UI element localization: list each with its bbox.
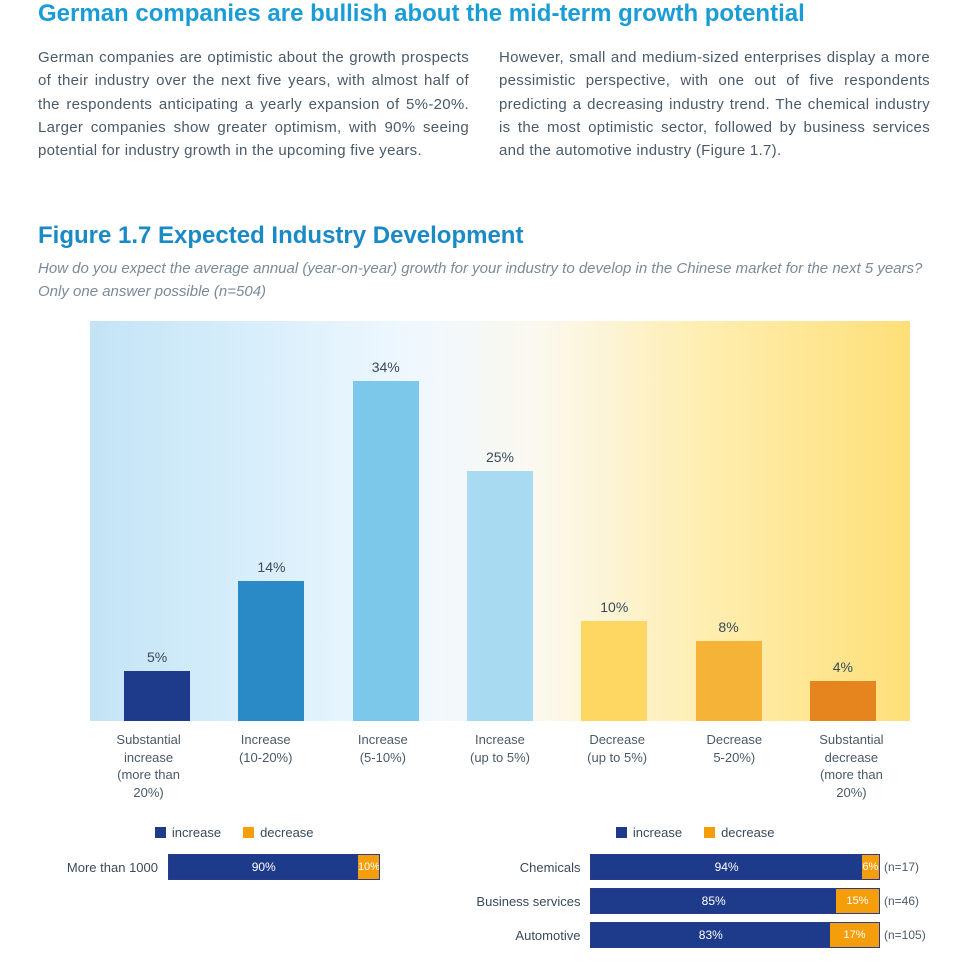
hrow: Chemicals94%6%(n=17) bbox=[460, 854, 930, 880]
x-label: Increase(5-10%) bbox=[324, 731, 441, 801]
sector-chart-rows: Chemicals94%6%(n=17) Business services85%… bbox=[460, 854, 930, 948]
bar bbox=[124, 671, 190, 721]
segment-increase: 85% bbox=[591, 889, 835, 913]
hrow-label: Chemicals bbox=[460, 860, 590, 875]
hrow-bar: 90%10% bbox=[168, 854, 380, 880]
sector-chart: increase decrease Chemicals94%6%(n=17) Bu… bbox=[460, 825, 930, 956]
size-chart: increase decrease More than 100090%10% bbox=[38, 825, 430, 956]
hrow-n: (n=46) bbox=[880, 894, 930, 908]
segment-increase: 83% bbox=[591, 923, 830, 947]
bar-substantial: 5% bbox=[100, 321, 214, 721]
legend-decrease-label: decrease bbox=[260, 825, 313, 840]
swatch-increase bbox=[616, 827, 627, 838]
bar bbox=[467, 471, 533, 721]
segment-decrease: 10% bbox=[358, 855, 379, 879]
x-label: Decrease(up to 5%) bbox=[559, 731, 676, 801]
section-title: German companies are bullish about the m… bbox=[38, 0, 930, 28]
sub-charts-row: increase decrease More than 100090%10% i… bbox=[38, 825, 930, 956]
sector-chart-legend: increase decrease bbox=[460, 825, 930, 840]
bar-value: 25% bbox=[486, 449, 514, 465]
hrow: Business services85%15%(n=46) bbox=[460, 888, 930, 914]
bar-increase: 14% bbox=[214, 321, 328, 721]
figure-caption: How do you expect the average annual (ye… bbox=[38, 258, 930, 303]
hrow-n: (n=105) bbox=[880, 928, 930, 942]
hrow: Automotive83%17%(n=105) bbox=[460, 922, 930, 948]
hrow-bar: 85%15% bbox=[590, 888, 880, 914]
bar-value: 14% bbox=[257, 559, 285, 575]
hrow-label: Business services bbox=[460, 894, 590, 909]
bar-value: 10% bbox=[600, 599, 628, 615]
legend-increase-label: increase bbox=[633, 825, 682, 840]
bar bbox=[696, 641, 762, 721]
body-col-1: German companies are optimistic about th… bbox=[38, 46, 469, 162]
x-label: Increase(up to 5%) bbox=[441, 731, 558, 801]
x-label: Substantialincrease(more than20%) bbox=[90, 731, 207, 801]
x-label: Decrease5-20%) bbox=[676, 731, 793, 801]
legend-increase-label: increase bbox=[172, 825, 221, 840]
swatch-decrease bbox=[704, 827, 715, 838]
bar bbox=[238, 581, 304, 721]
swatch-decrease bbox=[243, 827, 254, 838]
bar-value: 34% bbox=[372, 359, 400, 375]
segment-increase: 90% bbox=[169, 855, 358, 879]
legend-increase: increase bbox=[155, 825, 221, 840]
legend-decrease: decrease bbox=[704, 825, 774, 840]
x-label: Increase(10-20%) bbox=[207, 731, 324, 801]
legend-decrease-label: decrease bbox=[721, 825, 774, 840]
x-label: Substantialdecrease(more than20%) bbox=[793, 731, 910, 801]
segment-decrease: 6% bbox=[862, 855, 879, 879]
bar-substantial: 4% bbox=[786, 321, 900, 721]
legend-increase: increase bbox=[616, 825, 682, 840]
hrow-n: (n=17) bbox=[880, 860, 930, 874]
segment-increase: 94% bbox=[591, 855, 861, 879]
size-chart-legend: increase decrease bbox=[38, 825, 430, 840]
bar-increase: 34% bbox=[329, 321, 443, 721]
body-columns: German companies are optimistic about th… bbox=[38, 46, 930, 162]
bar-value: 8% bbox=[718, 619, 738, 635]
hrow-label: Automotive bbox=[460, 928, 590, 943]
hrow-bar: 94%6% bbox=[590, 854, 880, 880]
bar-increase: 25% bbox=[443, 321, 557, 721]
hrow: More than 100090%10% bbox=[38, 854, 430, 880]
segment-decrease: 17% bbox=[830, 923, 879, 947]
bar-value: 4% bbox=[833, 659, 853, 675]
main-chart-x-labels: Substantialincrease(more than20%)Increas… bbox=[90, 731, 910, 801]
bar bbox=[353, 381, 419, 721]
main-bar-chart: 5% 14% 34% 25% 10% 8% 4% bbox=[90, 321, 910, 721]
bar-decrease: 8% bbox=[671, 321, 785, 721]
bar bbox=[810, 681, 876, 721]
segment-decrease: 15% bbox=[836, 889, 879, 913]
bar-value: 5% bbox=[147, 649, 167, 665]
figure-title: Figure 1.7 Expected Industry Development bbox=[38, 222, 930, 250]
size-chart-rows: More than 100090%10% bbox=[38, 854, 430, 880]
hrow-bar: 83%17% bbox=[590, 922, 880, 948]
bar bbox=[581, 621, 647, 721]
legend-decrease: decrease bbox=[243, 825, 313, 840]
hrow-label: More than 1000 bbox=[38, 860, 168, 875]
bar-decrease: 10% bbox=[557, 321, 671, 721]
body-col-2: However, small and medium-sized enterpri… bbox=[499, 46, 930, 162]
swatch-increase bbox=[155, 827, 166, 838]
